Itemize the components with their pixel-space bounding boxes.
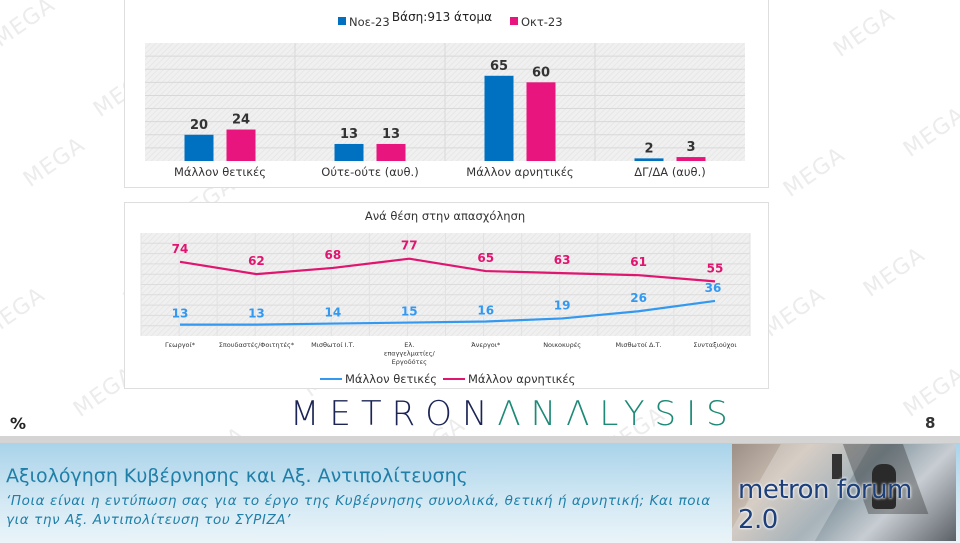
badge-photo-figure [872,464,896,509]
line-chart-panel: Ανά θέση στην απασχόληση 13 13 14 15 16 19 26 3… [124,202,769,389]
bar-value-label: 65 [490,59,508,74]
badge-photo-figure [832,454,842,479]
x-tick-label: Άνεργοι* [471,341,501,349]
point-value-label: 14 [325,306,342,320]
point-value-label: 26 [630,291,647,305]
x-tick-label: Ελ. [404,341,414,349]
line-chart: Ανά θέση στην απασχόληση 13 13 14 15 16 19 26 3… [140,209,751,386]
watermark-text: MEGA [759,282,830,343]
badge-label: metron forum 2.0 [738,475,912,535]
point-value-label: 63 [554,253,571,267]
bar-value-label: 3 [686,140,695,155]
point-value-label: 61 [630,255,647,269]
legend-label: Οκτ-23 [521,15,563,29]
watermark-text: MEGA [899,102,960,163]
slide-title: Αξιολόγηση Κυβέρνησης και Αξ. Αντιπολίτε… [6,465,468,487]
x-tick-label: Συνταξιούχοι [693,341,736,349]
bar-value-label: 24 [232,113,250,128]
x-tick-label: Ούτε-ούτε (αυθ.) [321,165,418,179]
bar [334,143,364,161]
bar-value-label: 13 [340,127,358,142]
bar [226,129,256,161]
bar-value-label: 13 [382,127,400,142]
point-value-label: 15 [401,305,418,319]
point-value-label: 19 [554,298,571,312]
bar [676,157,706,161]
slide-question: ‘Ποια είναι η εντύπωση σας για το έργο τ… [6,493,711,528]
bar-value-label: 2 [644,141,653,156]
line-chart-title: Ανά θέση στην απασχόληση [365,209,525,223]
point-value-label: 74 [172,242,189,256]
x-tick-label: Εργοδότες [392,358,427,366]
point-value-label: 65 [477,251,494,265]
percent-sign: % [10,414,27,433]
x-tick-label: Μισθωτοί Δ.Τ. [616,341,662,349]
legend-label: Μάλλον αρνητικές [468,372,575,386]
point-value-label: 55 [707,261,724,275]
bar-chart-title: Βάση:913 άτομα [392,10,492,24]
point-value-label: 13 [248,307,265,321]
series-line [179,257,716,283]
watermark-text: MEGA [0,0,60,53]
x-tick-label: Μάλλον θετικές [174,165,266,179]
point-value-label: 13 [172,307,189,321]
watermark-text: MEGA [829,2,900,63]
series-line [180,299,716,326]
logo-part-analysis: ΛNΛLYSIS [497,394,738,434]
legend-swatch [510,17,518,25]
watermark-text: MEGA [779,142,850,203]
bar-chart: Βάση:913 άτομα Νοε-23 Οκτ-23 20 13 65 2 24 13 6… [145,10,745,179]
bar [526,82,556,161]
bar [376,143,406,161]
point-value-label: 68 [325,248,342,262]
footer-banner: Αξιολόγηση Κυβέρνησης και Αξ. Αντιπολίτε… [0,443,960,543]
x-tick-label: ΔΓ/ΔΑ (αυθ.) [634,165,705,179]
watermark-text: MEGA [19,132,90,193]
bar-value-label: 60 [532,65,550,80]
x-tick-label: Γεωργοί* [165,341,196,349]
bar-value-label: 20 [190,118,208,133]
point-value-label: 16 [477,304,494,318]
point-value-label: 36 [705,281,722,295]
legend-swatch [338,17,346,25]
point-value-label: 77 [401,239,418,253]
x-tick-label: Μισθωτοί Ι.Τ. [311,341,355,349]
metron-analysis-logo: METRONΛNΛLYSIS [290,394,738,434]
x-tick-label: Σπουδαστές/Φοιτητές* [219,341,295,349]
bar [184,134,214,161]
bar [634,158,664,161]
separator-bar [0,436,960,443]
legend-label: Νοε-23 [349,15,390,29]
watermark-text: MEGA [859,242,930,303]
bar-chart-panel: Βάση:913 άτομα Νοε-23 Οκτ-23 20 13 65 2 24 13 6… [124,0,769,188]
metron-forum-badge: metron forum 2.0 [732,444,956,541]
page-number: 8 [925,414,936,432]
watermark-text: MEGA [0,282,50,343]
x-tick-label: Μάλλον αρνητικές [466,165,573,179]
x-tick-label: Νοικοκυρές [543,341,581,349]
logo-part-metron: METRON [290,394,498,434]
point-value-label: 62 [248,254,265,268]
bar [484,75,514,161]
x-tick-label: επαγγελματίες/ [384,350,436,358]
legend-label: Μάλλον θετικές [345,372,437,386]
